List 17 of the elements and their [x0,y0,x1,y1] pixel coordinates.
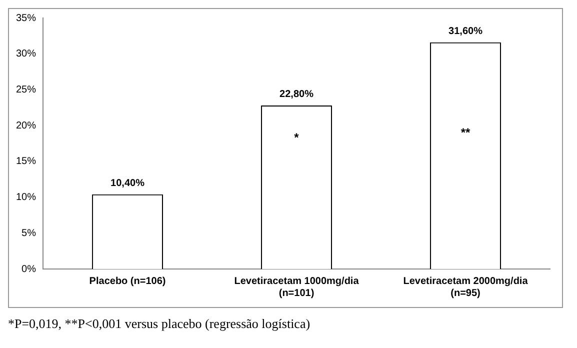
y-tick-label: 20% [16,120,36,132]
y-tick-label: 30% [16,48,36,60]
x-tick-label: Levetiracetam 2000mg/dia (n=95) [403,276,528,299]
data-label: 10,40% [110,178,145,190]
y-tick-label: 0% [22,264,36,275]
data-label: 31,60% [448,26,483,38]
y-tick-label: 15% [16,156,36,168]
x-tick-label: Placebo (n=106) [89,276,166,287]
x-tick-label: Levetiracetam 1000mg/dia (n=101) [234,276,360,299]
y-tick-label: 35% [16,12,36,24]
annotation: ** [460,125,470,140]
y-tick-label: 25% [16,84,36,96]
text: *P=0,019, **P<0,001 versus placebo (regressão logística) [8,316,312,332]
y-tick-label: 5% [22,228,36,239]
y-tick-label: 10% [16,192,36,204]
data-label: 22,80% [280,89,314,100]
annotation: * [294,130,300,145]
